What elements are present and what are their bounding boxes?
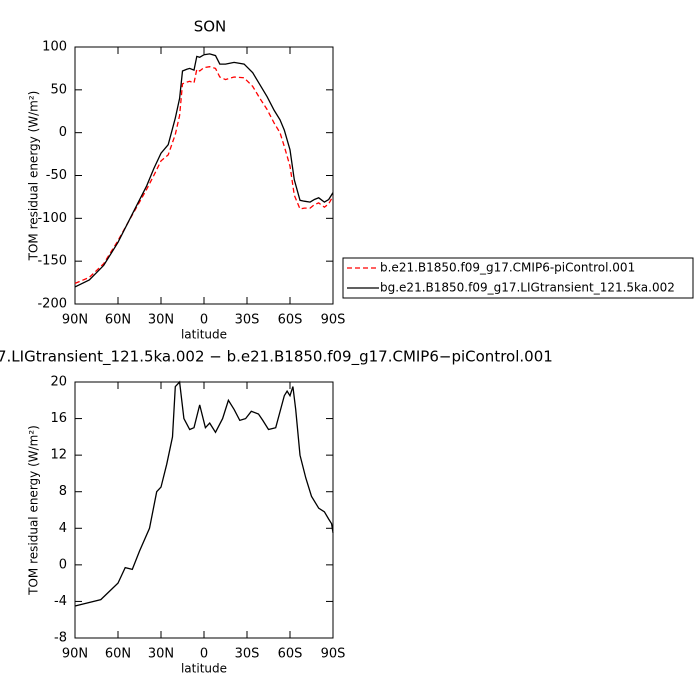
y-tick-label: -150 (37, 254, 67, 269)
x-axis-label: latitude (181, 328, 227, 342)
y-tick-label: 16 (50, 411, 67, 426)
x-tick-label: 60N (105, 313, 131, 328)
x-tick-label: 30S (235, 313, 260, 328)
y-tick-label: -4 (54, 594, 67, 609)
y-tick-label: -100 (37, 211, 67, 226)
series-line (74, 66, 334, 284)
y-tick-label: 20 (50, 375, 67, 390)
y-tick-label: 0 (59, 557, 67, 572)
y-tick-label: 50 (50, 82, 67, 97)
y-tick-label: 8 (59, 484, 67, 499)
x-tick-label: 0 (200, 313, 208, 328)
y-tick-label: 12 (50, 448, 67, 463)
x-tick-label: 0 (200, 647, 208, 662)
y-tick-label: -8 (54, 631, 67, 646)
x-tick-label: 30N (148, 313, 174, 328)
y-tick-label: -200 (37, 297, 67, 312)
x-tick-label: 30N (148, 647, 174, 662)
y-tick-label: 4 (59, 521, 67, 536)
chart-title: 7.LIGtransient_121.5ka.002 − b.e21.B1850… (0, 348, 553, 367)
series-line (74, 380, 334, 607)
y-axis-label: TOM residual energy (W/m²) (27, 91, 41, 262)
chart-title: SON (194, 18, 227, 36)
x-tick-label: 60S (278, 313, 303, 328)
y-tick-label: 0 (59, 125, 67, 140)
y-tick-label: 100 (42, 40, 67, 55)
y-tick-label: -50 (46, 168, 67, 183)
x-tick-label: 90N (62, 313, 88, 328)
x-tick-label: 90S (321, 313, 346, 328)
x-tick-label: 90N (62, 647, 88, 662)
series-line (74, 53, 334, 288)
legend-label: bg.e21.B1850.f09_g17.LIGtransient_121.5k… (380, 281, 675, 295)
legend-label: b.e21.B1850.f09_g17.CMIP6-piControl.001 (380, 261, 635, 275)
x-tick-label: 30S (235, 647, 260, 662)
x-tick-label: 90S (321, 647, 346, 662)
y-axis-label: TOM residual energy (W/m²) (27, 425, 41, 596)
legend-box (342, 257, 694, 299)
x-tick-label: 60S (278, 647, 303, 662)
x-axis-label: latitude (181, 662, 227, 676)
x-tick-label: 60N (105, 647, 131, 662)
